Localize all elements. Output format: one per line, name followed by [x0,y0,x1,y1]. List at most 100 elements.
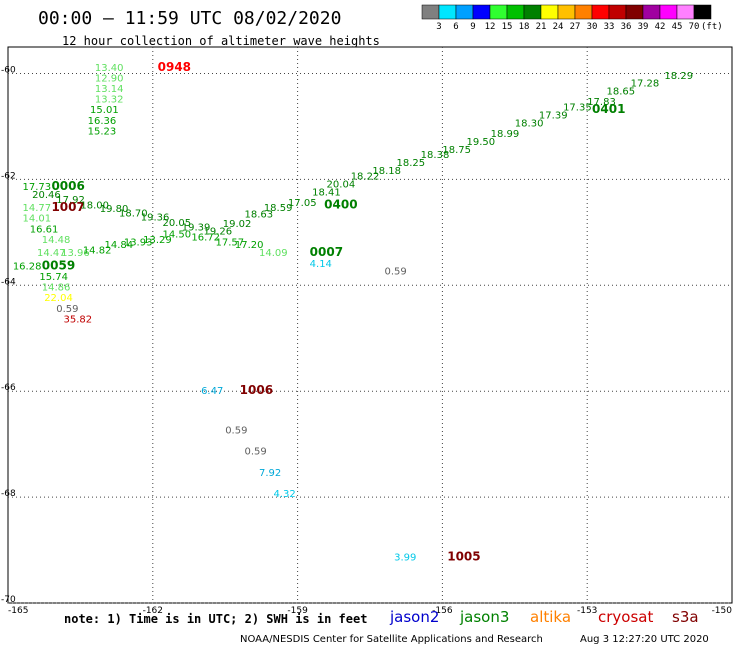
color-scale-label: 3 [436,22,442,32]
wave-height-mark: 18.99 [491,129,520,140]
wave-height-mark: 18.25 [397,158,426,169]
chart-subtitle: 12 hour collection of altimeter wave hei… [62,34,380,48]
wave-height-mark: 17.20 [235,240,264,251]
wave-height-mark: 14.09 [259,248,288,259]
color-scale-label: 36 [620,22,632,32]
wave-height-mark: 14.01 [22,214,51,225]
wave-height-mark: 22.04 [44,293,73,304]
wave-height-mark: 17.73 [22,182,51,193]
wave-height-mark: 16.28 [13,261,42,272]
wave-height-mark: 14.47 [37,248,66,259]
wave-height-mark: 16.61 [30,224,59,235]
color-scale-swatch [693,4,712,20]
time-stamp-mark: 0400 [324,198,357,212]
color-scale-swatch [421,4,440,20]
color-scale-swatch [659,4,678,20]
wave-height-mark: 18.22 [351,171,380,182]
wave-height-mark: 7.92 [259,468,281,479]
time-stamp-mark: 1007 [51,200,84,214]
time-stamp-mark: 0007 [310,245,343,259]
wave-height-mark: 20.46 [32,190,61,201]
y-tick-label: -64 [1,277,16,287]
x-tick-label: -153 [577,606,597,616]
time-stamp-mark: 0948 [158,60,191,74]
wave-height-mark: 0.59 [384,267,406,278]
legend-jason3: jason3 [460,608,510,626]
wave-height-mark: 20.04 [327,179,356,190]
color-scale-swatch [506,4,525,20]
y-tick-label: -60 [1,65,16,75]
wave-height-mark: 13.40 [95,63,124,74]
wave-height-mark: 0.59 [245,447,267,458]
wave-height-mark: 16.36 [88,116,117,127]
color-scale-swatch [523,4,542,20]
color-scale-label: 15 [501,22,513,32]
wave-height-mark: 13.14 [95,84,124,95]
wave-height-mark: 18.00 [80,201,109,212]
color-scale-label: 30 [586,22,598,32]
wave-height-mark: 19.39 [182,223,211,234]
wave-height-mark: 17.83 [587,97,616,108]
x-tick-label: -156 [432,606,453,616]
wave-height-mark: 16.72 [191,232,220,243]
wave-height-mark: 18.18 [372,166,401,177]
wave-height-mark: 15.01 [90,105,119,116]
x-tick-label: -165 [8,606,28,616]
chart-title: 00:00 – 11:59 UTC 08/02/2020 [38,8,342,29]
y-tick-label: -62 [1,171,16,181]
wave-height-mark: 13.96 [61,248,90,259]
color-scale-label: 6 [453,22,459,32]
color-scale-label: 18 [518,22,530,32]
time-stamp-mark: 1006 [240,383,273,397]
wave-height-mark: 18.75 [442,145,471,156]
wave-height-mark: 15.74 [39,272,68,283]
wave-height-mark: 18.65 [607,87,636,98]
wave-height-mark: 13.93 [124,238,153,249]
color-scale-label: 24 [552,22,564,32]
color-scale-label: 42 [654,22,666,32]
time-stamp-mark: 1005 [447,550,480,564]
wave-height-mark: 35.82 [64,314,93,325]
wave-height-mark: 19.36 [141,213,170,224]
wave-height-mark: 17.92 [56,195,85,206]
color-scale-swatch [574,4,593,20]
color-scale-swatch [608,4,627,20]
wave-height-mark: 13.32 [95,95,124,106]
credit-text: NOAA/NESDIS Center for Satellite Applica… [240,634,543,645]
color-scale-swatch [489,4,508,20]
wave-height-mark: 17.35 [563,103,592,114]
wave-height-mark: 19.26 [203,226,232,237]
wave-height-mark: 17.28 [631,79,660,90]
y-tick-label: -66 [1,383,16,393]
color-scale-swatch [625,4,644,20]
time-stamp-mark: 0401 [592,102,625,116]
wave-height-mark: 18.38 [421,150,450,161]
wave-height-mark: 6.47 [201,386,223,397]
x-tick-label: -162 [143,606,163,616]
color-scale-swatch [455,4,474,20]
time-stamp-mark: 0006 [51,179,84,193]
legend-s3a: s3a [672,608,699,626]
wave-height-mark: 15.23 [88,126,117,137]
color-scale-label: 33 [603,22,615,32]
wave-height-mark: 17.39 [539,110,568,121]
wave-height-mark: 3.99 [394,553,416,564]
wave-height-mark: 14.82 [83,246,112,257]
legend-altika: altika [530,608,572,626]
color-scale-label: (ft) [701,22,723,32]
wave-height-mark: 19.50 [467,137,496,148]
wave-height-mark: 14.77 [22,203,51,214]
wave-height-mark: 19.80 [100,204,129,215]
wave-height-mark: 14.86 [42,283,71,294]
wave-height-mark: 12.90 [95,73,124,84]
color-scale-swatch [540,4,559,20]
color-scale-swatch [472,4,491,20]
wave-height-mark: 20.05 [162,218,191,229]
wave-height-mark: 19.02 [223,219,252,230]
legend-jason2: jason2 [390,608,440,626]
color-scale-label: 12 [484,22,496,32]
wave-height-mark: 0.59 [56,304,78,315]
color-scale-label: 21 [535,22,547,32]
color-scale-label: 27 [569,22,581,32]
